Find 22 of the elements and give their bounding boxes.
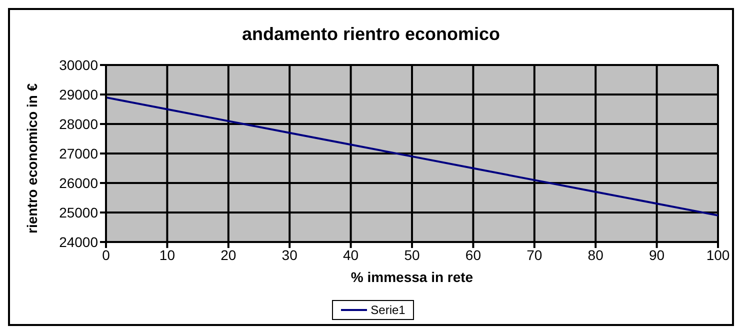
chart-title: andamento rientro economico [240,24,502,45]
x-tick-label: 70 [526,246,542,263]
x-tick-label: 20 [220,246,236,263]
x-tick-label: 40 [343,246,359,263]
x-tick-label: 0 [102,246,110,263]
x-tick-label: 10 [159,246,176,263]
y-tick-label: 26000 [59,174,98,191]
x-tick-label: 100 [706,246,730,263]
x-tick-label: 30 [282,246,298,263]
y-tick-label: 29000 [59,86,98,102]
y-tick-label: 27000 [59,145,98,162]
x-tick-label: 50 [404,246,420,263]
y-tick-label: 24000 [59,234,98,250]
x-tick-label: 60 [465,246,482,263]
y-tick-label: 30000 [59,56,98,73]
legend-label: Serie1 [370,303,406,317]
y-tick-label: 28000 [59,116,98,132]
x-axis-title: % immessa in rete [350,269,474,285]
x-tick-label: 80 [588,246,604,263]
x-tick-label: 90 [649,246,665,263]
y-tick-label: 25000 [59,204,98,220]
y-axis-title: rientro economico in € [24,83,40,234]
